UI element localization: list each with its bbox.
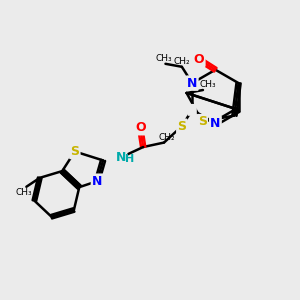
Text: N: N [187,76,197,90]
Text: N: N [210,117,220,130]
Text: O: O [194,53,204,66]
Text: CH₂: CH₂ [173,57,190,66]
Text: N: N [92,175,102,188]
Text: CH₃: CH₃ [156,54,172,63]
Text: S: S [70,145,79,158]
Text: N: N [116,151,126,164]
Text: H: H [124,154,134,164]
Text: O: O [135,121,146,134]
Text: S: S [198,115,207,128]
Text: CH₂: CH₂ [159,133,175,142]
Text: C: C [189,105,196,115]
Text: S: S [177,120,186,133]
Text: CH₃: CH₃ [200,80,217,89]
Text: CH₃: CH₃ [15,188,32,196]
